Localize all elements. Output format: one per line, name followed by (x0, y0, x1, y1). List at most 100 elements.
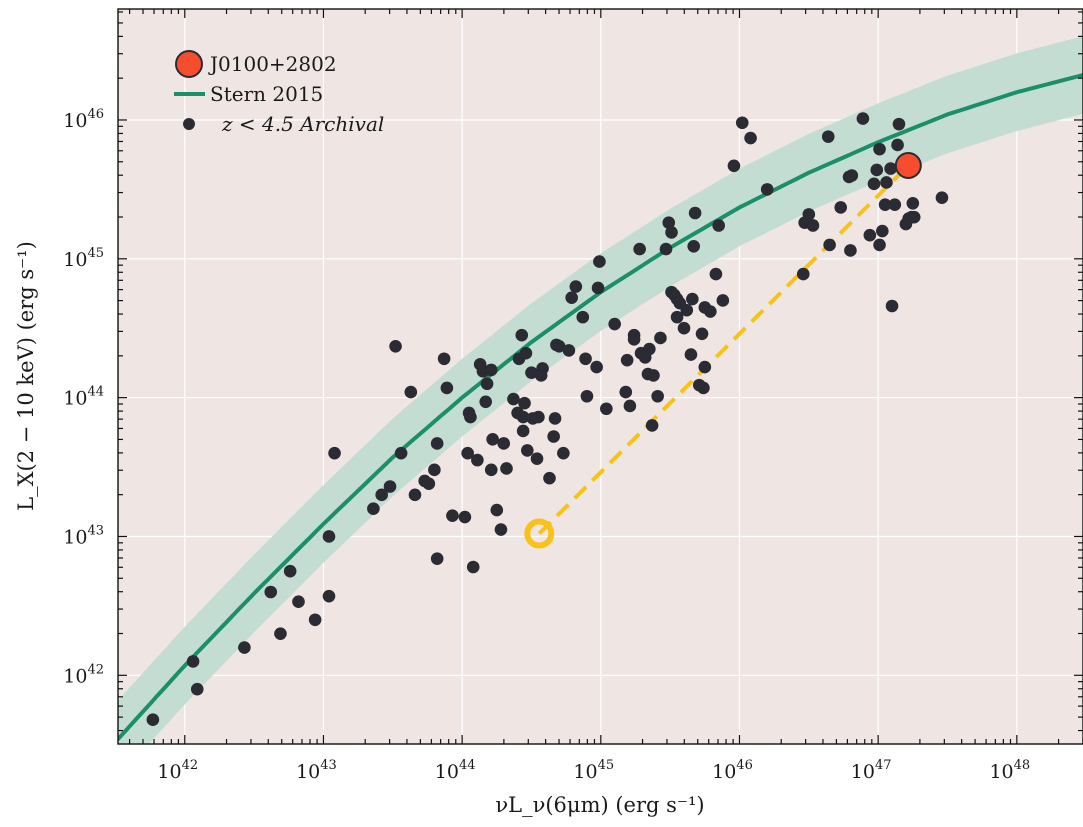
x-tick-label: 1043 (296, 758, 337, 783)
archival-point (486, 432, 499, 446)
y-tick-label: 1044 (63, 385, 104, 410)
archival-point (796, 267, 810, 281)
archival-point (876, 224, 889, 238)
archival-point (885, 299, 899, 313)
archival-point (404, 385, 418, 399)
archival-point (727, 159, 741, 173)
archival-point (834, 201, 848, 214)
archival-point (322, 530, 336, 543)
archival-point (704, 305, 717, 318)
axis-ticks (118, 9, 1083, 744)
archival-point (680, 303, 694, 317)
archival-point (677, 321, 691, 335)
legend-label-archival: z < 4.5 Archival (221, 112, 384, 136)
archival-point (684, 348, 698, 361)
archival-point (645, 419, 659, 432)
archival-point (507, 392, 520, 406)
x-tick-label: 1042 (157, 758, 198, 783)
archival-point (532, 410, 545, 424)
archival-point (547, 430, 560, 443)
x-tick-label: 1047 (851, 758, 892, 783)
archival-point (651, 389, 664, 403)
archival-point (600, 402, 613, 416)
archival-point (576, 310, 590, 324)
archival-point (695, 327, 709, 341)
archival-point (461, 446, 474, 460)
y-tick-label: 1042 (63, 662, 104, 687)
archival-point (844, 244, 857, 257)
archival-point (516, 424, 530, 438)
archival-point (627, 333, 641, 346)
archival-point (367, 502, 380, 516)
archival-point (867, 177, 881, 191)
legend-target-marker (175, 50, 203, 78)
archival-point (647, 369, 660, 382)
archival-point (907, 210, 921, 224)
archival-point (856, 112, 870, 125)
archival-point (620, 353, 634, 367)
archival-point (821, 130, 835, 143)
archival-point (274, 627, 287, 640)
archival-point (497, 437, 511, 450)
archival-point (408, 488, 422, 502)
archival-point (322, 589, 336, 603)
j0100-obscured-marker (524, 518, 555, 549)
archival-point (579, 352, 592, 366)
obscured-correction-dashed-line (537, 164, 910, 535)
x-tick-label: 1044 (435, 758, 476, 783)
archival-point (521, 444, 534, 457)
archival-point (935, 191, 949, 205)
archival-point (633, 242, 646, 256)
archival-point (873, 142, 886, 156)
y-tick-label: 1045 (63, 246, 104, 271)
archival-point (687, 240, 701, 253)
archival-point (264, 585, 278, 599)
archival-point (557, 446, 570, 460)
archival-point (292, 595, 305, 609)
archival-point (490, 503, 504, 517)
archival-point (308, 613, 322, 627)
archival-point (500, 462, 513, 475)
x-axis-title: νL_ν(6μm) (erg s⁻¹) (495, 793, 704, 817)
archival-point (190, 682, 204, 696)
archival-point (283, 564, 297, 578)
archival-point (662, 216, 676, 230)
archival-point (518, 396, 531, 410)
archival-point (590, 360, 603, 374)
archival-point (375, 488, 388, 502)
x-tick-labels: 1042 1043 1044 1045 1046 1047 1048 (157, 758, 1030, 783)
archival-point (565, 291, 578, 304)
archival-point (888, 198, 902, 211)
stern-2015-scatter-band (118, 36, 1083, 744)
archival-point (697, 381, 710, 395)
archival-point (892, 117, 906, 131)
archival-point (530, 452, 544, 466)
archival-point (471, 453, 484, 467)
archival-point (543, 471, 556, 485)
archival-point (186, 655, 200, 668)
archival-point (665, 226, 678, 239)
y-tick-label: 1043 (63, 523, 104, 548)
y-tick-label: 1046 (63, 107, 104, 132)
archival-point (608, 317, 621, 331)
archival-point (873, 238, 886, 252)
archival-point (712, 219, 725, 232)
archival-point (716, 294, 730, 307)
legend-label-j0100: J0100+2802 (208, 52, 337, 76)
y-axis-title: L_X(2 − 10 keV) (erg s⁻¹) (14, 241, 38, 511)
archival-point (906, 196, 920, 210)
x-tick-label: 1045 (573, 758, 614, 783)
x-tick-label: 1046 (712, 758, 753, 783)
archival-point (744, 131, 757, 145)
archival-point (591, 281, 605, 295)
archival-point (670, 310, 684, 324)
archival-point (623, 399, 637, 413)
archival-point (802, 208, 816, 221)
archival-point (394, 446, 408, 460)
archival-point (430, 552, 444, 565)
archival-point (880, 176, 893, 189)
archival-point (643, 342, 656, 356)
archival-point (446, 509, 459, 522)
archival-point (580, 389, 594, 403)
archival-point (569, 280, 583, 293)
